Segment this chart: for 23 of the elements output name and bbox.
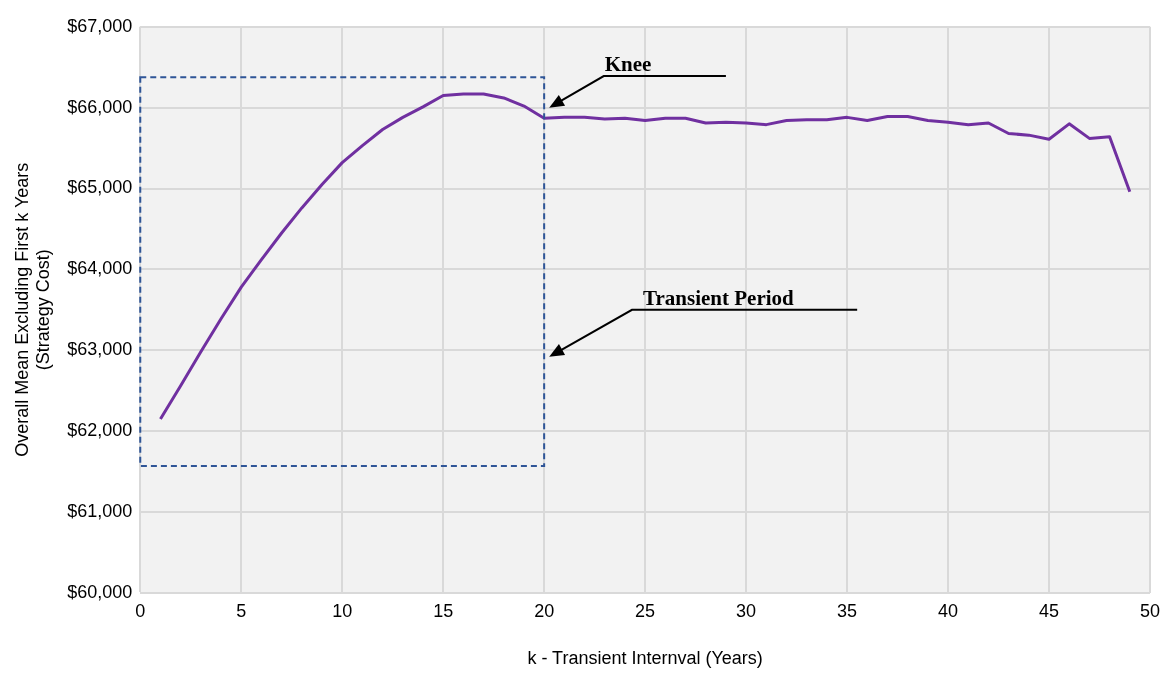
annotation: Transient Period xyxy=(643,285,795,310)
y-tick-label: $65,000 xyxy=(67,177,133,198)
y-tick-label: $62,000 xyxy=(67,420,133,441)
y-tick-label: $67,000 xyxy=(67,15,133,36)
x-tick-label: 45 xyxy=(1039,600,1060,621)
y-tick-label: $64,000 xyxy=(67,258,133,279)
x-tick-label: 40 xyxy=(938,600,959,621)
x-tick-label: 5 xyxy=(236,600,247,621)
y-tick-label: $66,000 xyxy=(67,96,133,117)
x-tick-label: 0 xyxy=(135,600,146,621)
x-tick-label: 25 xyxy=(635,600,656,621)
y-axis-title: Overall Mean Excluding First k Years (Strategy Cost) xyxy=(11,162,54,457)
x-axis-title: k - Transient Internval (Years) xyxy=(527,648,763,669)
x-tick-label: 15 xyxy=(433,600,454,621)
y-tick-label: $60,000 xyxy=(67,581,133,602)
x-tick-label: 10 xyxy=(332,600,353,621)
annotation: Knee xyxy=(604,52,652,77)
x-tick-label: 20 xyxy=(534,600,555,621)
x-tick-label: 30 xyxy=(736,600,757,621)
y-tick-label: $63,000 xyxy=(67,339,133,360)
x-tick-label: 50 xyxy=(1139,600,1160,621)
x-tick-label: 35 xyxy=(837,600,858,621)
y-tick-label: $61,000 xyxy=(67,500,133,521)
